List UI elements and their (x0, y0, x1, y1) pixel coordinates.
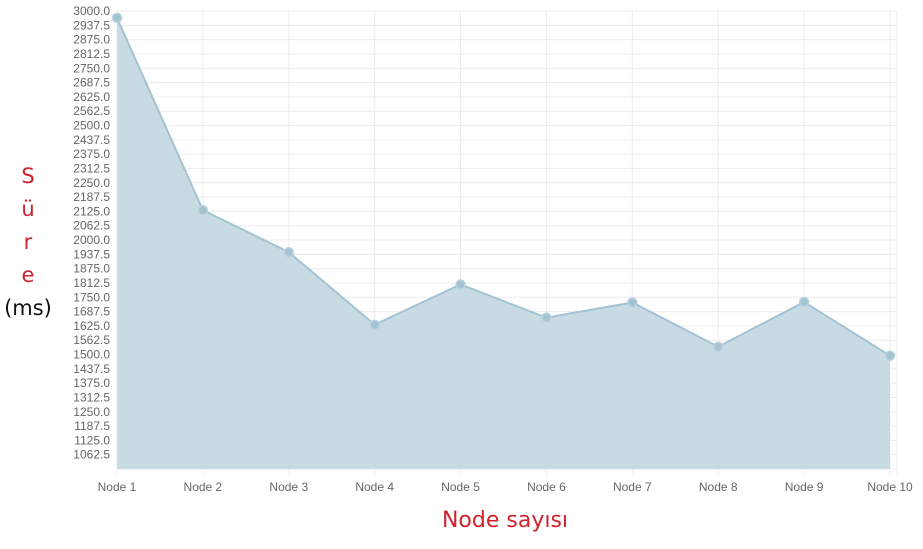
y-tick-label: 2312.5 (73, 161, 110, 175)
y-tick-label: 2750.0 (73, 61, 110, 75)
y-axis-label-char: ü (21, 197, 35, 221)
y-tick-label: 2937.5 (73, 18, 110, 32)
y-tick-label: 2812.5 (73, 47, 110, 61)
x-tick-label: Node 3 (269, 480, 308, 494)
x-tick-label: Node 8 (699, 480, 738, 494)
y-tick-label: 1250.0 (73, 405, 110, 419)
y-axis-label-char: e (21, 263, 35, 287)
y-tick-label: 1062.5 (73, 448, 110, 462)
x-axis-label: Node sayısı (441, 508, 569, 533)
y-tick-label: 1750.0 (73, 290, 110, 304)
y-tick-label: 2375.0 (73, 147, 110, 161)
data-point (798, 296, 810, 308)
y-tick-label: 2625.0 (73, 90, 110, 104)
y-axis-label: S ü r e (ms) (0, 160, 56, 325)
y-tick-label: 2500.0 (73, 119, 110, 133)
y-tick-label: 1312.5 (73, 390, 110, 404)
y-tick-label: 2250.0 (73, 176, 110, 190)
y-tick-label: 1375.0 (73, 376, 110, 390)
y-tick-label: 2875.0 (73, 33, 110, 47)
data-point (627, 297, 638, 308)
y-tick-label: 2562.5 (73, 104, 110, 118)
x-tick-label: Node 10 (867, 480, 913, 494)
x-tick-label: Node 7 (613, 480, 652, 494)
y-tick-label: 1625.0 (73, 319, 110, 333)
series-area (117, 17, 890, 470)
x-tick-label: Node 1 (98, 480, 137, 494)
data-point (111, 12, 123, 24)
data-point (712, 341, 724, 352)
y-tick-label: 2000.0 (73, 233, 110, 247)
x-tick-label: Node 9 (785, 480, 824, 494)
x-tick-label: Node 5 (441, 480, 480, 494)
y-tick-label: 2437.5 (73, 133, 110, 147)
y-tick-label: 1500.0 (73, 348, 110, 362)
y-tick-label: 1812.5 (73, 276, 110, 290)
y-tick-label: 1875.0 (73, 262, 110, 276)
y-tick-label: 1125.0 (74, 433, 110, 447)
y-tick-label: 2187.5 (73, 190, 110, 204)
x-tick-label: Node 2 (184, 480, 223, 494)
y-tick-label: 1937.5 (73, 247, 110, 261)
data-point (197, 204, 209, 216)
data-point (455, 279, 466, 290)
series-line (116, 17, 891, 357)
y-tick-label: 2687.5 (73, 76, 110, 90)
data-point (283, 246, 295, 258)
y-tick-label: 1187.5 (74, 419, 110, 433)
y-axis-label-char: S (21, 164, 35, 188)
data-point (541, 312, 552, 323)
y-tick-label: 2062.5 (73, 219, 110, 233)
data-point (369, 319, 380, 330)
y-axis-label-char: r (23, 230, 33, 254)
x-tick-label: Node 4 (355, 480, 394, 494)
y-axis-label-unit: (ms) (4, 296, 52, 320)
x-tick-label: Node 6 (527, 480, 566, 494)
y-tick-label: 1562.5 (73, 333, 110, 347)
data-point (884, 350, 896, 361)
y-tick-label: 1687.5 (73, 305, 110, 319)
y-tick-label: 3000.0 (73, 4, 110, 18)
y-tick-label: 2125.0 (73, 204, 110, 218)
y-tick-label: 1437.5 (73, 362, 110, 376)
